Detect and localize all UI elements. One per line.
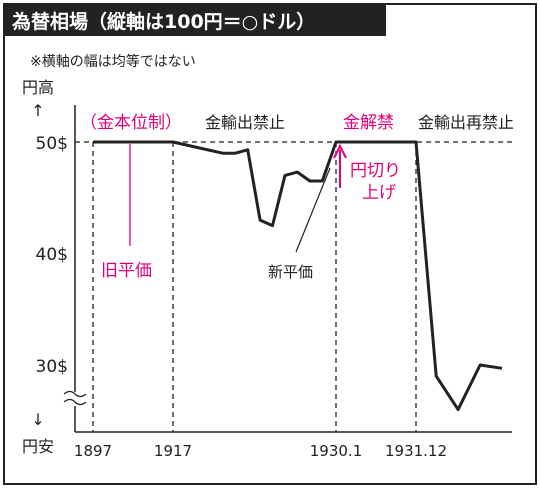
label-gold-reban: 金輸出再禁止 xyxy=(418,113,514,132)
y-bottom-label: 円安 xyxy=(22,437,54,456)
period-guides xyxy=(92,142,417,432)
arrow-down-icon: ↓ xyxy=(31,410,44,429)
x-tick-label: 1931.12 xyxy=(385,442,447,460)
arrow-up-icon xyxy=(333,143,347,159)
title-bar xyxy=(4,4,386,36)
outer-border xyxy=(3,3,537,485)
label-yen-up-1: 円切り xyxy=(350,161,401,181)
arrow-up-icon: ↑ xyxy=(31,101,44,120)
label-gold-lift: 金解禁 xyxy=(343,113,394,133)
label-old-parity: 旧平価 xyxy=(101,261,152,281)
x-tick-label: 1930.1 xyxy=(310,442,363,460)
axis-break-icon xyxy=(63,390,87,406)
x-tick-labels: 1897 1917 1930.1 1931.12 xyxy=(74,442,447,460)
label-new-parity: 新平価 xyxy=(268,263,313,281)
series-line xyxy=(93,140,503,412)
label-yen-up-2: 上げ xyxy=(362,183,396,203)
x-tick-label: 1917 xyxy=(154,442,192,460)
chart-title: 為替相場（縦軸は100円＝○ドル） xyxy=(12,10,315,33)
label-gold-standard: （金本位制） xyxy=(80,113,182,133)
new-parity-pointer xyxy=(295,167,331,253)
y-tick-labels: 50$ 40$ 30$ xyxy=(36,134,68,377)
label-gold-export-ban: 金輸出禁止 xyxy=(205,113,285,132)
y-tick-label: 30$ xyxy=(36,357,68,377)
y-top-label: 円高 xyxy=(22,78,54,97)
y-tick-label: 40$ xyxy=(36,245,68,265)
y-tick-label: 50$ xyxy=(36,134,68,154)
x-tick-label: 1897 xyxy=(74,442,112,460)
axis-note: ※横軸の幅は均等ではない xyxy=(30,53,196,70)
